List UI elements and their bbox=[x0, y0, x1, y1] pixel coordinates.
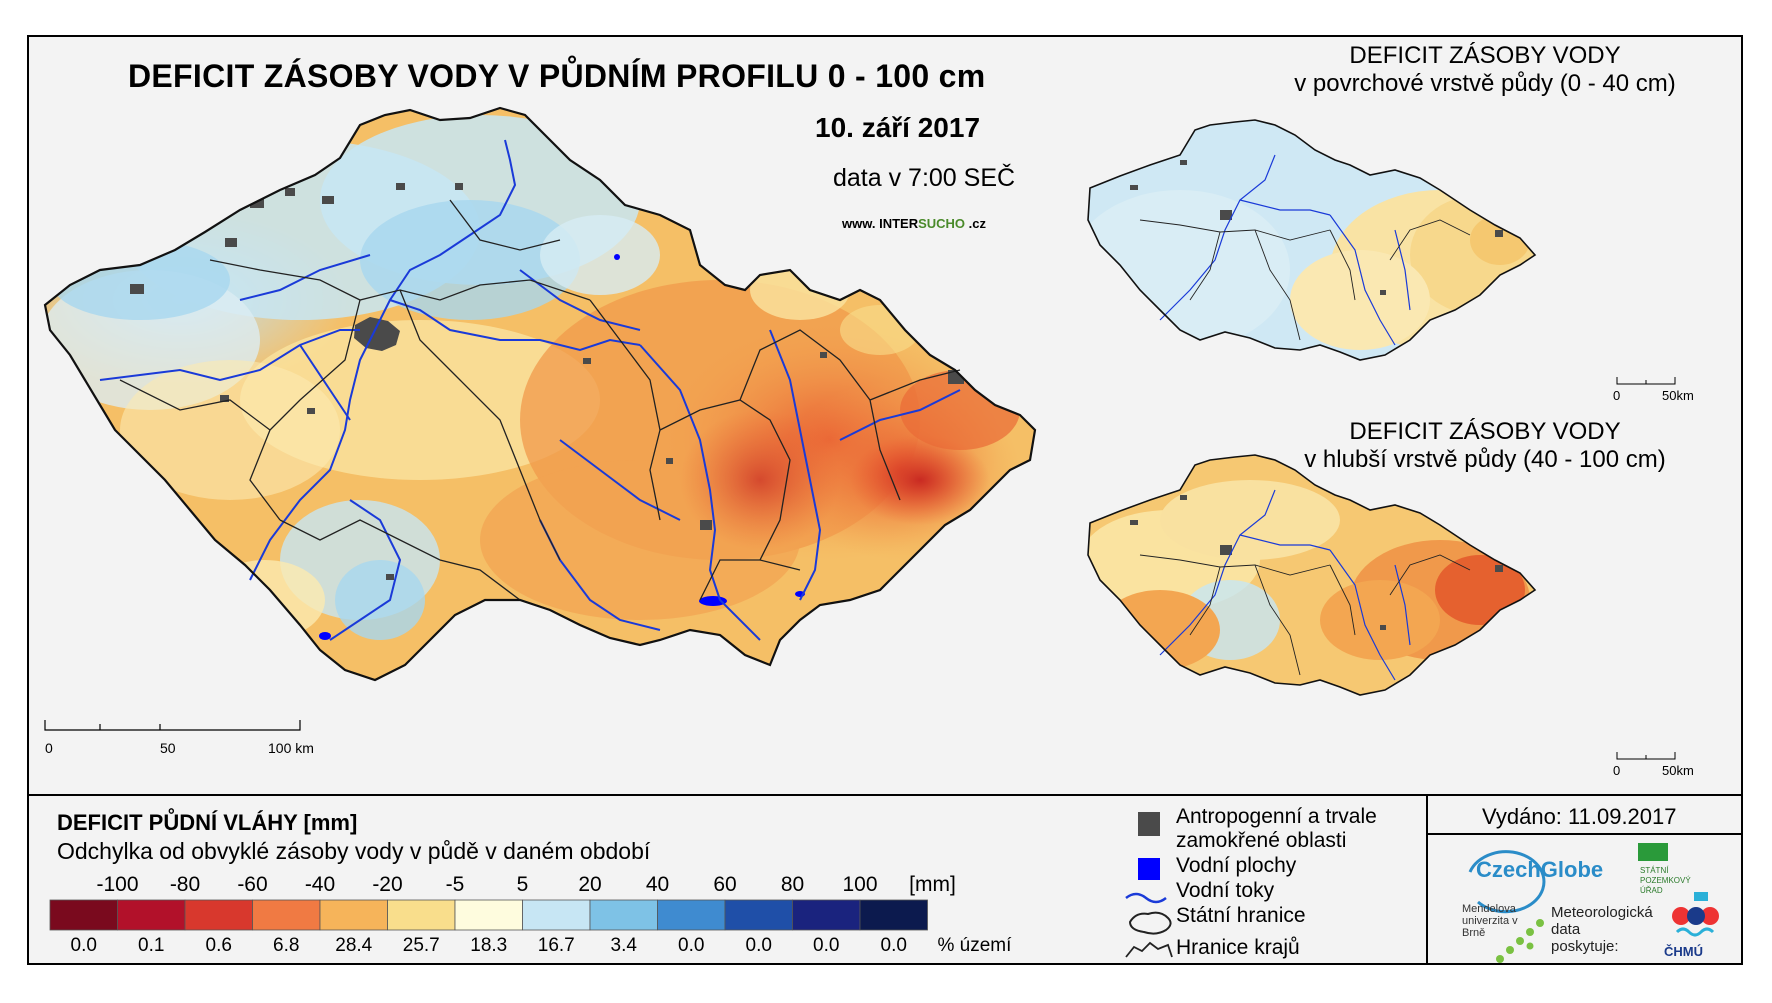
inset-bottom-scale-50: 50km bbox=[1662, 763, 1694, 778]
legend-percentage: 0.0 bbox=[70, 935, 97, 956]
main-scale-label-0: 0 bbox=[45, 740, 53, 756]
inset-top-map bbox=[1087, 119, 1537, 361]
legend-percentage: 0.0 bbox=[813, 935, 840, 956]
water-label: Vodní plochy bbox=[1176, 854, 1297, 877]
legend-percentage: 0.0 bbox=[745, 935, 772, 956]
legend-frame bbox=[27, 794, 1743, 965]
legend-break-label: -80 bbox=[169, 873, 201, 896]
legend-break-label: -20 bbox=[372, 873, 403, 896]
legend-percentage: 25.7 bbox=[402, 935, 440, 956]
legend-title: DEFICIT PŮDNÍ VLÁHY [mm] bbox=[57, 810, 358, 835]
legend-subtitle: Odchylka od obvyklé zásoby vody v půdě v… bbox=[57, 838, 651, 864]
mendelu-text: Mendelova univerzita v Brně bbox=[1462, 903, 1518, 939]
legend-percentage: 0.1 bbox=[138, 935, 165, 956]
inset-bottom-scale-0: 0 bbox=[1613, 763, 1621, 778]
legend-color-box bbox=[49, 899, 118, 931]
chmu-text: ČHMÚ bbox=[1664, 944, 1703, 959]
urban-label-2: zamokřené oblasti bbox=[1176, 829, 1347, 852]
legend-percentage: 18.3 bbox=[470, 935, 508, 956]
legend-percentage: 6.8 bbox=[273, 935, 300, 956]
logos bbox=[1468, 843, 1719, 963]
chmu-logo bbox=[1672, 892, 1719, 937]
legend-break-label: 40 bbox=[645, 873, 670, 896]
legend-color-box bbox=[859, 899, 928, 931]
legend-percentage: 28.4 bbox=[335, 935, 373, 956]
legend-color-box bbox=[724, 899, 793, 931]
inset-top-scale-50: 50km bbox=[1662, 388, 1694, 403]
water-swatch bbox=[1138, 858, 1160, 880]
legend-percentage: 16.7 bbox=[537, 935, 575, 956]
mendelu-logo bbox=[1496, 919, 1544, 963]
legend-break-label: 20 bbox=[578, 873, 602, 896]
inset-bottom-title: DEFICIT ZÁSOBY VODY v hlubší vrstvě půdy… bbox=[1304, 418, 1666, 473]
legend-break-label: 80 bbox=[780, 873, 805, 896]
legend-color-box bbox=[387, 899, 456, 931]
urban-label-1: Antropogenní a trvale bbox=[1176, 805, 1377, 828]
inset-bottom-scale-bar bbox=[1616, 752, 1676, 760]
legend-color-box bbox=[657, 899, 726, 931]
legend-percentage: 0.0 bbox=[880, 935, 907, 956]
region-border-label: Hranice krajů bbox=[1176, 936, 1300, 959]
legend-color-box bbox=[589, 899, 658, 931]
main-scale-label-100: 100 km bbox=[268, 740, 314, 756]
urban-swatch bbox=[1138, 812, 1160, 836]
legend-unit: [mm] bbox=[909, 873, 956, 896]
map-date: 10. září 2017 bbox=[815, 112, 981, 143]
main-scale-label-50: 50 bbox=[160, 740, 176, 756]
symbol-legend bbox=[1125, 812, 1173, 958]
map-title: DEFICIT ZÁSOBY VODY V PŮDNÍM PROFILU 0 -… bbox=[128, 58, 986, 94]
meteo-text: Meteorologická data poskytuje: bbox=[1551, 904, 1653, 955]
legend-break-label: 5 bbox=[516, 873, 529, 896]
inset-bottom-map bbox=[1087, 454, 1537, 696]
region-border-swatch bbox=[1125, 941, 1173, 958]
legend-percentage: 0.6 bbox=[205, 935, 232, 956]
legend-color-box bbox=[522, 899, 591, 931]
legend-color-box bbox=[454, 899, 523, 931]
legend-break-label: -5 bbox=[445, 873, 465, 896]
legend-break-label: -100 bbox=[96, 873, 139, 896]
legend-percentage: 0.0 bbox=[678, 935, 705, 956]
rivers-label: Vodní toky bbox=[1176, 879, 1275, 902]
inset-top-scale-0: 0 bbox=[1613, 388, 1621, 403]
czechglobe-logo bbox=[1468, 850, 1546, 914]
spu-logo bbox=[1638, 843, 1668, 861]
state-border-label: Státní hranice bbox=[1176, 904, 1306, 927]
legend-break-label: -40 bbox=[304, 873, 336, 896]
data-time: data v 7:00 SEČ bbox=[833, 164, 1016, 192]
legend-color-box bbox=[319, 899, 388, 931]
legend-color-boxes bbox=[49, 899, 928, 931]
legend-percent-label: % území bbox=[937, 935, 1012, 956]
river-swatch bbox=[1125, 892, 1167, 904]
legend-color-box bbox=[792, 899, 861, 931]
website: www. INTERSUCHO .cz bbox=[842, 216, 986, 231]
legend-break-label: -60 bbox=[237, 873, 268, 896]
main-scale-bar bbox=[44, 720, 301, 731]
legend-color-box bbox=[252, 899, 321, 931]
czechglobe-text: CzechGlobe bbox=[1476, 857, 1604, 882]
state-border-swatch bbox=[1128, 911, 1172, 935]
legend-break-label: 100 bbox=[842, 873, 878, 896]
inset-top-scale-bar bbox=[1616, 377, 1676, 385]
spu-text: STÁTNÍ POZEMKOVÝ ÚŘAD bbox=[1640, 866, 1691, 895]
legend-color-box bbox=[184, 899, 253, 931]
legend-percentage: 3.4 bbox=[610, 935, 637, 956]
issued-date: Vydáno: 11.09.2017 bbox=[1482, 804, 1677, 829]
legend-color-box bbox=[117, 899, 186, 931]
inset-top-title: DEFICIT ZÁSOBY VODY v povrchové vrstvě p… bbox=[1294, 42, 1676, 97]
legend-break-label: 60 bbox=[713, 873, 737, 896]
